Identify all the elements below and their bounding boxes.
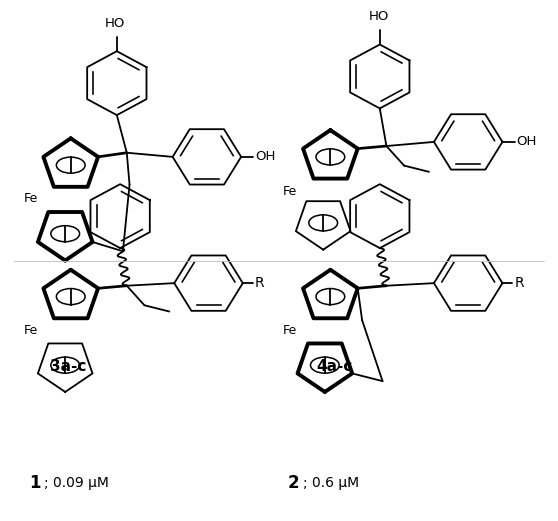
Text: Fe: Fe bbox=[283, 185, 297, 199]
Text: Fe: Fe bbox=[23, 192, 38, 205]
Text: Fe: Fe bbox=[23, 324, 38, 337]
Text: OH: OH bbox=[516, 135, 537, 148]
Text: 4a-c: 4a-c bbox=[316, 359, 353, 374]
Text: 1: 1 bbox=[29, 474, 41, 492]
Text: 2: 2 bbox=[288, 474, 300, 492]
Text: ; 0.09 μM: ; 0.09 μM bbox=[44, 476, 109, 490]
Text: OH: OH bbox=[255, 151, 275, 164]
Text: HO: HO bbox=[368, 10, 389, 23]
Text: ; 0.6 μM: ; 0.6 μM bbox=[303, 476, 359, 490]
Text: R: R bbox=[255, 276, 264, 290]
Text: 3a-c: 3a-c bbox=[50, 359, 86, 374]
Text: R: R bbox=[514, 276, 524, 290]
Text: Fe: Fe bbox=[283, 324, 297, 337]
Text: HO: HO bbox=[104, 17, 125, 30]
